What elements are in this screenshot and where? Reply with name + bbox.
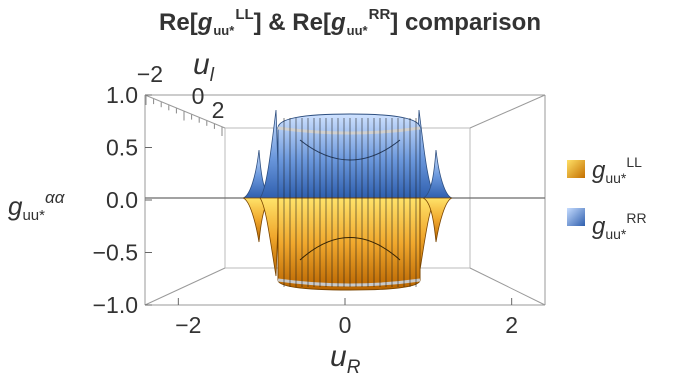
depth-tick-label: 2 xyxy=(212,97,225,123)
legend-ll-g: g xyxy=(592,157,606,184)
z-tick-label: 1.0 xyxy=(106,82,138,108)
z-tick-label: 0.0 xyxy=(106,187,138,213)
legend-item-ll: guu*LL xyxy=(592,154,647,186)
legend-rr-g: g xyxy=(592,213,606,240)
x-axis-label: uR xyxy=(330,340,360,379)
legend-rr-sup: RR xyxy=(626,210,647,226)
legend-ll-sup: LL xyxy=(626,154,642,170)
mesh-lines xyxy=(283,118,417,287)
z-axis-label-g: g xyxy=(8,191,23,221)
title-sup2: RR xyxy=(368,6,391,23)
spike-left-inner-down xyxy=(259,197,280,277)
depth-axis-label-u: u xyxy=(193,48,210,81)
title-sub2: uu* xyxy=(346,23,368,38)
legend-label-ll: guu*LL xyxy=(592,154,642,186)
title-sup1: LL xyxy=(235,6,254,23)
x-axis-label-sub: R xyxy=(346,357,361,378)
legend-label-rr: guu*RR xyxy=(592,210,647,242)
band-bottom-surface xyxy=(277,197,421,291)
box-edge xyxy=(144,267,226,306)
legend-rr-sub: uu* xyxy=(605,226,627,242)
z-tick-label: −0.5 xyxy=(93,240,138,266)
z-axis-label: guu*αα xyxy=(8,188,64,224)
legend-swatch-rr xyxy=(567,208,585,226)
spike-left-inner-up xyxy=(259,109,280,199)
box-edge xyxy=(469,94,546,129)
depth-axis-ticks xyxy=(145,96,223,136)
legend-item-rr: guu*RR xyxy=(592,210,647,242)
title-g1: g xyxy=(197,9,213,36)
title-part2: ] & Re[ xyxy=(253,9,331,36)
legend-swatch-ll xyxy=(567,160,585,178)
spike-right-outer-up xyxy=(422,149,453,199)
spikes xyxy=(242,109,453,277)
depth-axis-label-sub: l xyxy=(209,65,214,86)
x-axis-label-u: u xyxy=(330,340,347,373)
z-axis-label-sub: uu* xyxy=(22,207,45,224)
z-tick-label: 0.5 xyxy=(106,135,138,161)
legend: guu*LL guu*RR xyxy=(592,154,647,266)
title-part1: Re[ xyxy=(159,9,198,36)
box-edge xyxy=(469,267,546,306)
title-sub1: uu* xyxy=(213,23,235,38)
chart-title: Re[guu*LL] & Re[guu*RR] comparison xyxy=(0,6,700,38)
depth-tick-label: −2 xyxy=(137,61,163,87)
x-axis: −2 0 2 xyxy=(175,298,518,338)
x-tick-label: −2 xyxy=(175,312,201,338)
legend-ll-sub: uu* xyxy=(605,170,627,186)
z-axis: 1.0 0.5 0.0 −0.5 −1.0 xyxy=(93,82,152,318)
x-tick-label: 2 xyxy=(505,312,518,338)
depth-axis: −2 02 xyxy=(137,61,225,123)
central-band xyxy=(277,113,421,291)
depth-tick-label: 0 xyxy=(192,83,205,109)
spike-right-outer-down xyxy=(422,197,453,243)
z-axis-label-sup: αα xyxy=(45,188,65,207)
z-tick-label: −1.0 xyxy=(93,292,138,318)
box-edge xyxy=(144,94,226,129)
depth-axis-label: ul xyxy=(193,48,214,87)
x-tick-label: 0 xyxy=(339,312,352,338)
title-part3: ] comparison xyxy=(390,9,541,36)
title-g2: g xyxy=(330,9,346,36)
band-top-surface xyxy=(277,113,421,199)
